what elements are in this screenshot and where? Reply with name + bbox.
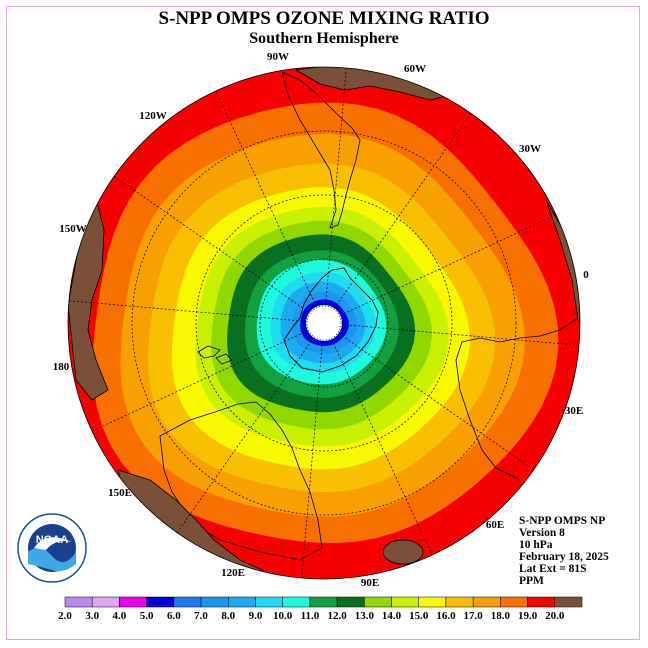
longitude-label: 60W bbox=[404, 63, 426, 75]
noaa-logo: NOAA bbox=[17, 513, 87, 583]
longitude-labels: 0 30E 60E 90E 120E 150E 180 150W 120W 90W 60W 30W bbox=[53, 51, 590, 589]
info-pressure-level: 10 hPa bbox=[519, 539, 553, 551]
longitude-label: 150E bbox=[108, 487, 132, 499]
new-zealand bbox=[197, 345, 233, 365]
south-america-land bbox=[281, 71, 361, 229]
latitude-circle bbox=[259, 258, 389, 388]
noaa-logo-text: NOAA bbox=[36, 534, 68, 546]
latitude-circle bbox=[131, 130, 517, 516]
longitude-label: 30W bbox=[519, 143, 541, 155]
longitude-label: 30E bbox=[565, 405, 583, 417]
africa-coast bbox=[455, 317, 579, 481]
graticule bbox=[68, 67, 580, 579]
longitude-label: 0 bbox=[583, 269, 589, 281]
info-date: February 18, 2025 bbox=[519, 551, 609, 563]
south-america-fill bbox=[294, 67, 452, 101]
info-version: Version 8 bbox=[519, 527, 565, 539]
map-subtitle: Southern Hemisphere bbox=[249, 30, 399, 47]
antarctica-coast bbox=[283, 267, 379, 373]
island-south bbox=[382, 539, 424, 565]
longitude-label: 60E bbox=[486, 519, 504, 531]
latitude-circle bbox=[195, 194, 453, 452]
longitude-label: 180 bbox=[53, 361, 70, 373]
figure-frame bbox=[6, 6, 640, 640]
map-disc-border bbox=[67, 66, 581, 580]
longitude-label: 120W bbox=[139, 110, 167, 122]
longitude-label: 90W bbox=[267, 51, 289, 63]
map-title: S-NPP OMPS OZONE MIXING RATIO bbox=[158, 8, 490, 29]
info-product: S-NPP OMPS NP bbox=[519, 515, 606, 527]
longitude-label: 120E bbox=[221, 567, 245, 579]
longitude-label: 150W bbox=[59, 223, 87, 235]
longitude-label: 90E bbox=[361, 577, 379, 589]
info-units: PPM bbox=[519, 575, 544, 587]
info-lat-extent: Lat Ext = 81S bbox=[519, 563, 587, 575]
pole-marker bbox=[306, 305, 342, 341]
